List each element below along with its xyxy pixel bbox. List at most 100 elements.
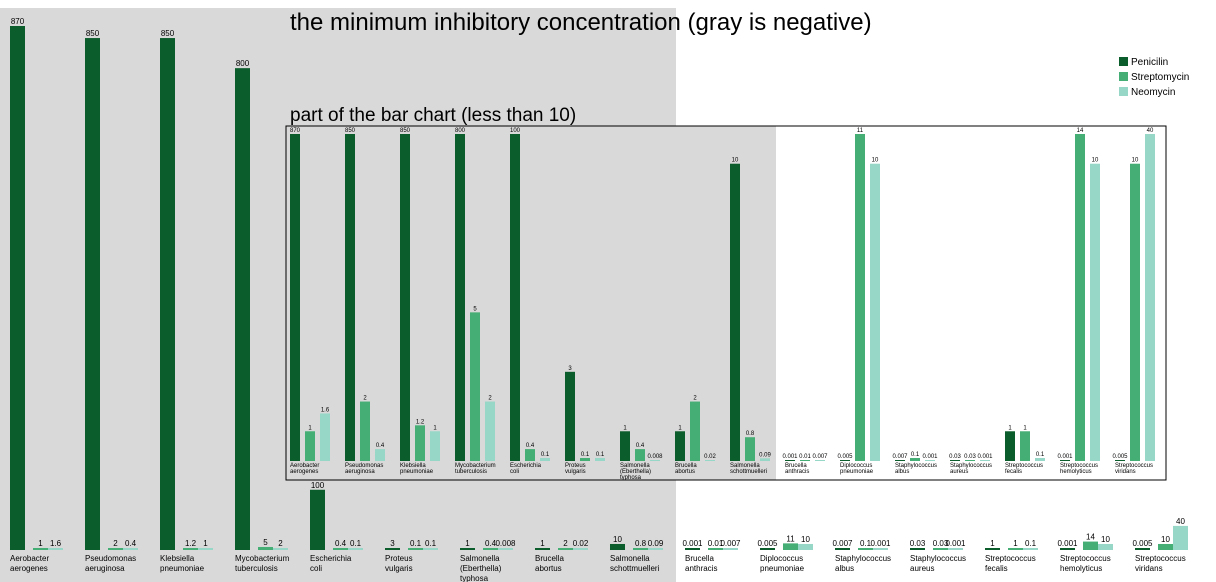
legend-label: Neomycin [1131, 87, 1175, 98]
bar-main [760, 548, 775, 550]
data-label-inset: 1 [1008, 425, 1012, 431]
data-label-inset: 100 [510, 128, 521, 134]
bar-inset [320, 413, 330, 461]
tick-label-inset: Brucella [785, 463, 807, 469]
bar-main [1098, 543, 1113, 550]
data-label-inset: 1 [623, 425, 627, 431]
tick-label-main: Brucella [685, 554, 714, 563]
data-label-inset: 1 [308, 425, 312, 431]
data-label-main: 0.01 [708, 539, 724, 548]
bar-main [910, 548, 925, 550]
data-label-main: 10 [801, 535, 810, 544]
tick-label-main: pneumoniae [160, 564, 205, 573]
tick-label-main: Diplococcus [760, 554, 803, 563]
bar-inset [1005, 431, 1015, 461]
data-label-main: 1.6 [50, 539, 62, 548]
tick-label-inset: Escherichia [510, 463, 542, 469]
bar-main [648, 548, 663, 550]
data-label-main: 1 [465, 539, 470, 548]
bar-inset [595, 458, 605, 461]
chart-title: the minimum inhibitory concentration (gr… [290, 9, 872, 36]
bar-inset [375, 449, 385, 461]
bar-inset [650, 460, 660, 461]
legend-swatch [1119, 72, 1128, 81]
tick-label-main: Escherichia [310, 554, 352, 563]
data-label-main: 0.8 [635, 539, 647, 548]
data-label-inset: 10 [872, 158, 879, 164]
data-label-main: 10 [1101, 535, 1110, 544]
data-label-main: 0.4 [335, 539, 347, 548]
legend-swatch [1119, 57, 1128, 66]
bar-main [1135, 548, 1150, 550]
bar-main [1158, 543, 1173, 550]
tick-label-main: aeruginosa [85, 564, 125, 573]
bar-main [33, 548, 48, 550]
tick-label-main: fecalis [985, 564, 1008, 573]
bar-main [183, 548, 198, 550]
bar-main [708, 548, 723, 550]
data-label-inset: 0.4 [636, 443, 645, 449]
bar-main [273, 548, 288, 550]
data-label-inset: 0.1 [1036, 452, 1045, 458]
bar-main [10, 26, 25, 550]
bar-inset [910, 458, 920, 461]
tick-label-main: hemolyticus [1060, 564, 1102, 573]
data-label-main: 5 [263, 538, 268, 547]
bar-inset [730, 163, 740, 461]
tick-label-main: Streptococcus [985, 554, 1036, 563]
bar-main [385, 548, 400, 550]
bar-inset [855, 134, 865, 461]
tick-label-main: Proteus [385, 554, 413, 563]
data-label-main: 0.007 [832, 539, 853, 548]
bar-main [258, 546, 273, 550]
tick-label-inset: Streptococcus [1115, 463, 1153, 469]
data-label-inset: 0.02 [704, 454, 716, 460]
bar-main [535, 548, 550, 550]
bar-main [160, 38, 175, 550]
bar-inset [965, 460, 975, 461]
bar-inset [580, 458, 590, 461]
bar-inset [785, 460, 795, 461]
bar-main [933, 548, 948, 550]
data-label-main: 0.1 [1025, 539, 1037, 548]
data-label-main: 0.4 [125, 539, 137, 548]
bar-inset [815, 460, 825, 461]
tick-label-inset: aerogenes [290, 469, 318, 475]
tick-label-main: aureus [910, 564, 934, 573]
bar-main [1173, 525, 1188, 550]
data-label-inset: 0.1 [581, 452, 590, 458]
bar-main [835, 548, 850, 550]
data-label-main: 0.1 [425, 539, 437, 548]
data-label-inset: 850 [345, 128, 356, 134]
data-label-inset: 3 [568, 366, 572, 372]
bar-main [333, 548, 348, 550]
data-label-inset: 1.6 [321, 407, 330, 413]
bar-inset [525, 449, 535, 461]
tick-label-main: Salmonella [610, 554, 650, 563]
bar-main [948, 548, 963, 550]
data-label-inset: 2 [488, 396, 492, 402]
bar-main [783, 543, 798, 550]
data-label-main: 870 [11, 17, 25, 26]
tick-label-inset: Streptococcus [1005, 463, 1043, 469]
tick-label-main: viridans [1135, 564, 1163, 573]
data-label-inset: 1 [433, 425, 437, 431]
tick-label-main: tuberculosis [235, 564, 278, 573]
tick-label-inset: Klebsiella [400, 463, 426, 469]
tick-label-main: anthracis [685, 564, 717, 573]
data-label-inset: 0.001 [1057, 454, 1073, 460]
bar-main [1083, 541, 1098, 550]
data-label-main: 1 [540, 539, 545, 548]
data-label-main: 0.1 [410, 539, 422, 548]
bar-main [985, 548, 1000, 550]
tick-label-inset: Staphylococcus [950, 463, 992, 469]
data-label-inset: 1.2 [416, 419, 425, 425]
tick-label-inset: Brucella [675, 463, 697, 469]
bar-inset [620, 431, 630, 461]
bar-inset [540, 458, 550, 461]
tick-label-inset: albus [895, 469, 909, 475]
tick-label-main: Streptococcus [1060, 554, 1111, 563]
